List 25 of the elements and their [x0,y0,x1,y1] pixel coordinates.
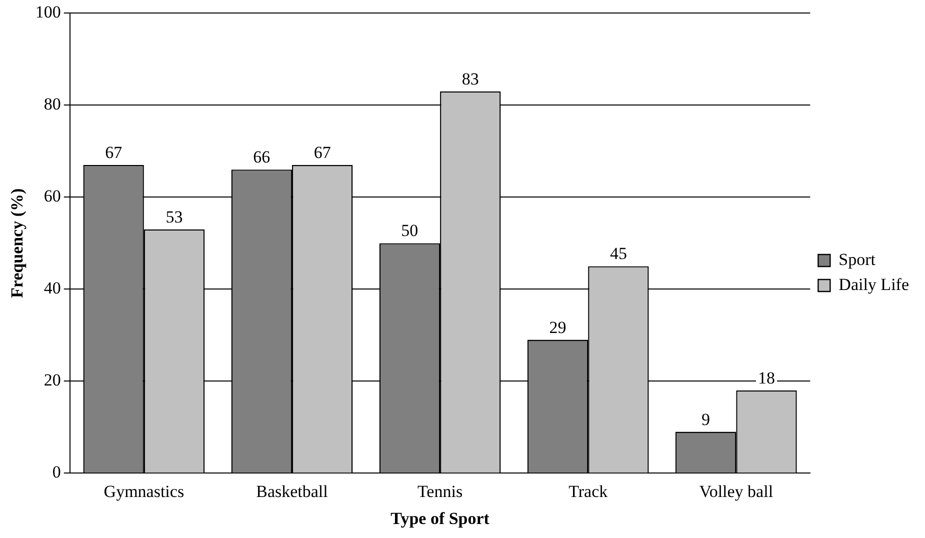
y-axis-title: Frequency (%) [8,188,27,298]
data-label: 45 [610,244,627,264]
data-label: 18 [758,368,775,388]
x-axis-title: Type of Sport [390,509,490,528]
data-label: 29 [549,318,566,337]
data-label: 53 [166,207,183,226]
x-tick-label: Track [568,482,608,501]
x-tick-label: Basketball [256,482,328,501]
data-label: 83 [462,69,479,88]
y-tick-label: 60 [44,186,61,206]
y-tick-label: 40 [44,278,61,298]
legend-label: Daily Life [838,274,910,294]
data-label: 50 [401,221,418,240]
x-tick-label: Volley ball [699,482,774,501]
y-tick-label: 100 [35,2,61,22]
data-label: 66 [253,148,270,167]
x-tick-label: Tennis [417,482,463,501]
data-label: 9 [702,410,710,429]
y-tick-label: 20 [44,370,61,390]
y-tick-label: 0 [52,462,61,482]
y-tick-label: 80 [44,94,61,114]
x-tick-label: Gymnastics [104,482,184,501]
legend-label: Sport [838,250,876,269]
data-label: 67 [314,142,332,162]
data-label: 67 [105,142,123,162]
